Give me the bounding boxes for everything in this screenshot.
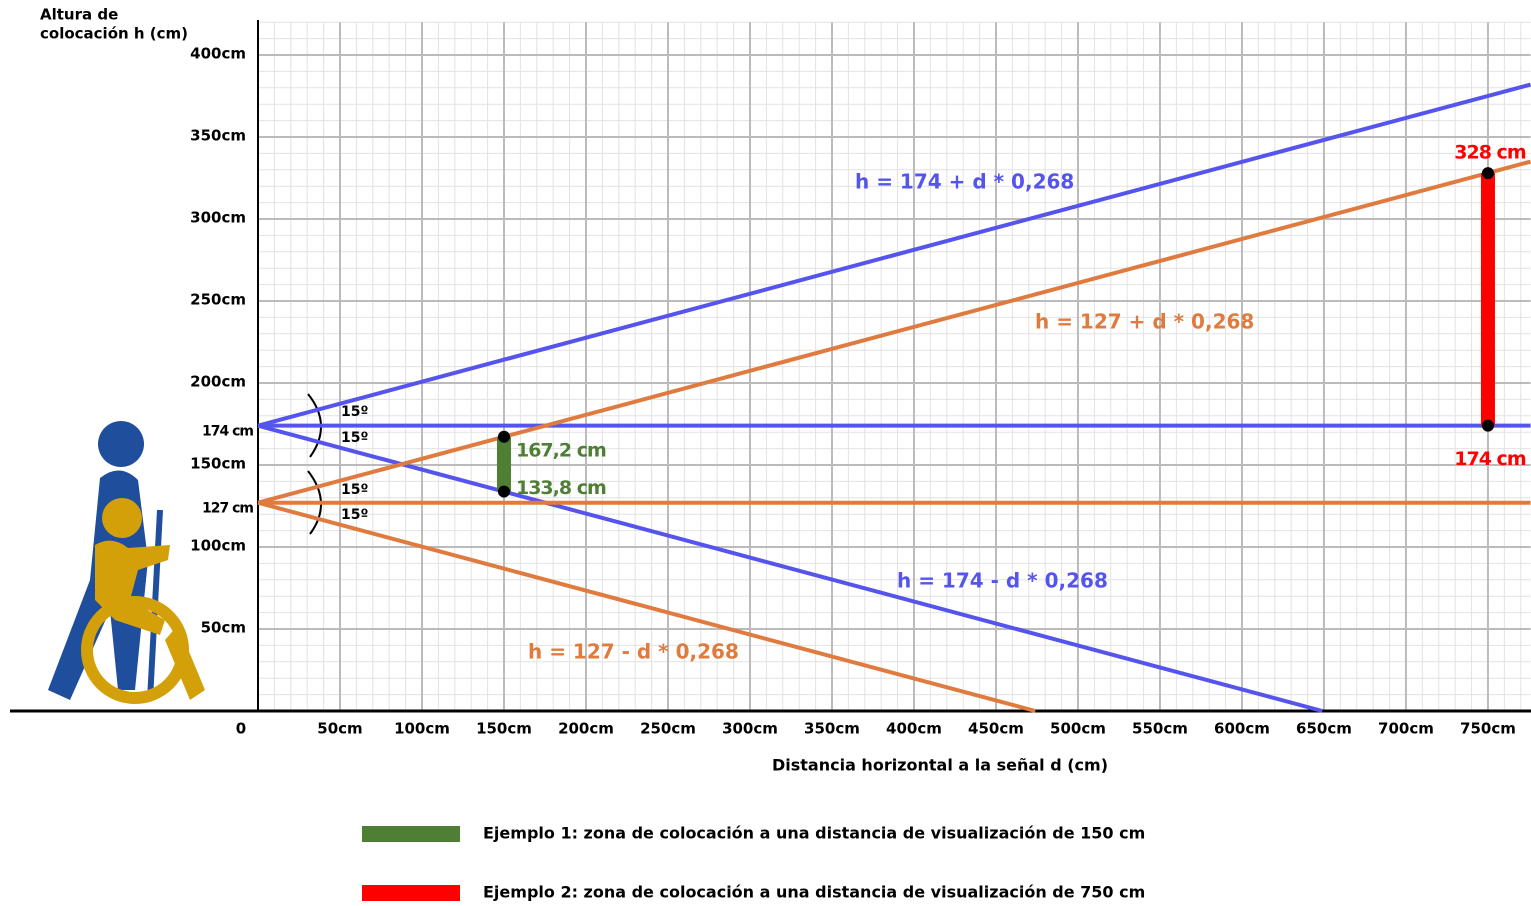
x-tick-label: 50cm xyxy=(317,720,362,738)
angle-label: 15º xyxy=(341,404,368,420)
x-tick-label: 450cm xyxy=(968,720,1024,738)
x-tick-label: 0 xyxy=(236,720,246,738)
x-axis-label: Distancia horizontal a la señal d (cm) xyxy=(772,756,1108,775)
y-tick-label: 50cm xyxy=(201,619,246,637)
series-line xyxy=(257,82,1531,428)
series-line xyxy=(257,423,1323,713)
angle-label: 15º xyxy=(341,430,368,446)
icon xyxy=(48,421,205,704)
example-value-label: 133,8 cm xyxy=(516,477,606,499)
series-line xyxy=(257,500,1036,713)
series-label: h = 174 + d * 0,268 xyxy=(855,170,1074,194)
example-point xyxy=(497,430,510,443)
example-value-label: 328 cm xyxy=(1454,142,1526,164)
angle-label: 15º xyxy=(341,482,368,498)
y-tick-label: 100cm xyxy=(190,537,246,555)
x-tick-label: 400cm xyxy=(886,720,942,738)
x-tick-label: 150cm xyxy=(476,720,532,738)
y-tick-label: 300cm xyxy=(190,209,246,227)
y-tick-label: 150cm xyxy=(190,455,246,473)
x-tick-label: 200cm xyxy=(558,720,614,738)
x-tick-label: 300cm xyxy=(722,720,778,738)
y-axis-label: Altura de xyxy=(40,6,118,24)
x-tick-label: 600cm xyxy=(1214,720,1270,738)
y-tick-label: 400cm xyxy=(190,45,246,63)
y-tick-label: 200cm xyxy=(190,373,246,391)
wheelchair-front xyxy=(165,625,205,700)
example-zone xyxy=(496,436,511,492)
grid-layer xyxy=(257,21,1531,712)
angle-label: 15º xyxy=(341,507,368,523)
legend-swatch xyxy=(362,826,460,842)
example-zone xyxy=(1480,173,1495,426)
y-tick-label: 250cm xyxy=(190,291,246,309)
example-point xyxy=(497,485,510,498)
series-label: h = 127 + d * 0,268 xyxy=(1035,310,1254,334)
example-value-label: 174 cm xyxy=(1454,448,1526,470)
series-line xyxy=(257,159,1531,505)
x-tick-label: 500cm xyxy=(1050,720,1106,738)
example-point xyxy=(1481,167,1494,180)
x-tick-label: 350cm xyxy=(804,720,860,738)
x-tick-label: 550cm xyxy=(1132,720,1188,738)
series-label: h = 127 - d * 0,268 xyxy=(528,640,739,664)
wheelchair-head xyxy=(102,498,142,538)
example-point xyxy=(1481,419,1494,432)
y-mark-label: 174 cm xyxy=(202,424,253,440)
x-tick-label: 650cm xyxy=(1296,720,1352,738)
example-value-label: 167,2 cm xyxy=(516,439,606,461)
person-head xyxy=(98,421,144,467)
x-tick-label: 700cm xyxy=(1378,720,1434,738)
x-tick-label: 100cm xyxy=(394,720,450,738)
x-tick-label: 750cm xyxy=(1460,720,1516,738)
legend-label: Ejemplo 1: zona de colocación a una dist… xyxy=(483,824,1145,843)
y-mark-label: 127 cm xyxy=(202,501,253,517)
legend-label: Ejemplo 2: zona de colocación a una dist… xyxy=(483,883,1145,902)
y-axis-label: colocación h (cm) xyxy=(40,25,188,43)
y-tick-label: 350cm xyxy=(190,127,246,145)
x-tick-label: 250cm xyxy=(640,720,696,738)
series-label: h = 174 - d * 0,268 xyxy=(897,569,1108,593)
legend-swatch xyxy=(362,885,460,901)
